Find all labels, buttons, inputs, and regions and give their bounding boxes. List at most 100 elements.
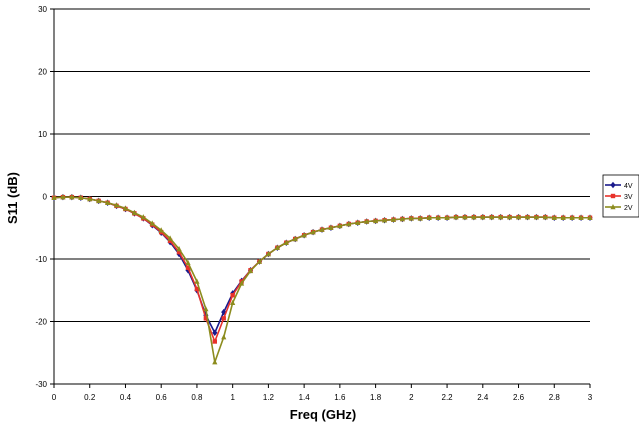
data-point-2V bbox=[524, 214, 531, 220]
data-point-2V bbox=[489, 214, 495, 220]
data-point-2V bbox=[167, 235, 173, 241]
data-point-2V bbox=[301, 232, 307, 238]
data-point-2V bbox=[158, 227, 164, 233]
data-point-2V bbox=[221, 334, 227, 340]
data-point-2V bbox=[507, 214, 513, 220]
data-point-3V bbox=[212, 339, 217, 344]
data-point-3V bbox=[203, 316, 209, 321]
y-tick-label: -20 bbox=[35, 318, 47, 327]
legend-marker-3V bbox=[610, 193, 616, 199]
data-point-2V bbox=[185, 259, 191, 265]
data-point-2V bbox=[515, 214, 522, 220]
x-tick-label: 1.8 bbox=[370, 393, 382, 402]
series-group bbox=[51, 193, 593, 365]
data-point-3V bbox=[230, 293, 235, 298]
y-tick-label: 10 bbox=[38, 130, 47, 139]
data-point-2V bbox=[113, 202, 120, 208]
data-point-2V bbox=[247, 267, 254, 274]
data-point-2V bbox=[560, 214, 566, 220]
data-point-2V bbox=[364, 218, 370, 224]
data-point-2V bbox=[542, 214, 548, 220]
data-point-2V bbox=[453, 214, 459, 220]
x-tick-label: 2.4 bbox=[477, 393, 489, 402]
legend-label-4V: 4V bbox=[624, 183, 633, 190]
x-tick-label: 2 bbox=[409, 393, 414, 402]
data-point-2V bbox=[319, 226, 325, 232]
x-tick-label: 1.6 bbox=[334, 393, 346, 402]
data-point-3V bbox=[167, 238, 173, 244]
data-point-2V bbox=[435, 214, 441, 220]
x-tick-label: 2.6 bbox=[513, 393, 525, 402]
data-point-2V bbox=[310, 229, 316, 235]
data-point-2V bbox=[498, 214, 504, 220]
data-point-4V bbox=[212, 329, 218, 336]
data-point-2V bbox=[60, 194, 66, 200]
x-tick-label: 0.4 bbox=[120, 393, 132, 402]
data-point-2V bbox=[569, 214, 575, 220]
data-point-3V bbox=[221, 316, 226, 321]
data-point-3V bbox=[185, 265, 191, 270]
x-tick-label: 1 bbox=[230, 393, 235, 402]
data-point-2V bbox=[265, 251, 271, 257]
data-point-2V bbox=[122, 205, 129, 211]
data-point-2V bbox=[346, 221, 352, 227]
y-tick-label: -10 bbox=[35, 255, 47, 264]
data-point-2V bbox=[471, 214, 477, 220]
data-point-2V bbox=[78, 194, 84, 200]
data-point-2V bbox=[87, 196, 93, 202]
y-tick-label: 20 bbox=[38, 68, 47, 77]
y-tick-label: 30 bbox=[38, 5, 47, 14]
data-point-2V bbox=[256, 258, 263, 264]
x-tick-label: 1.4 bbox=[299, 393, 311, 402]
data-point-2V bbox=[551, 214, 557, 220]
legend: 4V 3V 2V bbox=[602, 174, 639, 218]
data-point-2V bbox=[444, 214, 450, 220]
axes: -30 -20 -10 0 10 20 30 0 0.2 0.4 0.6 0.8 1 1.2 1.4 1.6 1… bbox=[35, 5, 592, 402]
data-point-2V bbox=[390, 216, 397, 222]
gridlines bbox=[54, 8, 590, 385]
legend-label-3V: 3V bbox=[624, 194, 633, 201]
series-2V bbox=[51, 194, 593, 365]
data-point-2V bbox=[283, 239, 289, 245]
x-tick-label: 2.8 bbox=[549, 393, 561, 402]
legend-marker-2V bbox=[610, 204, 616, 210]
data-point-2V bbox=[96, 197, 102, 204]
data-point-2V bbox=[140, 214, 146, 220]
data-point-2V bbox=[194, 278, 200, 284]
data-point-3V bbox=[176, 249, 182, 255]
data-point-2V bbox=[533, 214, 539, 220]
x-tick-label: 1.2 bbox=[263, 393, 275, 402]
data-point-2V bbox=[203, 306, 209, 312]
data-point-2V bbox=[274, 244, 280, 250]
data-point-2V bbox=[131, 209, 137, 215]
data-point-2V bbox=[337, 222, 343, 229]
y-axis-label: S11 (dB) bbox=[5, 172, 20, 224]
data-point-2V bbox=[587, 214, 593, 220]
legend-marker-4V bbox=[610, 181, 616, 189]
data-point-2V bbox=[381, 217, 388, 223]
data-point-2V bbox=[578, 214, 584, 220]
data-point-2V bbox=[328, 224, 334, 230]
x-tick-label: 3 bbox=[588, 393, 593, 402]
x-tick-label: 0.6 bbox=[156, 393, 168, 402]
x-tick-label: 0.8 bbox=[191, 393, 203, 402]
data-point-2V bbox=[176, 246, 182, 252]
data-point-2V bbox=[399, 216, 405, 222]
data-point-2V bbox=[69, 194, 75, 200]
data-point-2V bbox=[417, 215, 423, 221]
data-point-2V bbox=[239, 280, 245, 286]
x-tick-label: 0 bbox=[52, 393, 57, 402]
data-point-3V bbox=[194, 286, 200, 292]
data-point-2V bbox=[426, 214, 432, 220]
x-tick-label: 2.2 bbox=[442, 393, 454, 402]
y-tick-label: -30 bbox=[35, 380, 47, 389]
data-point-2V bbox=[408, 215, 414, 221]
data-point-2V bbox=[149, 220, 155, 226]
data-point-2V bbox=[51, 194, 57, 200]
data-point-2V bbox=[212, 359, 218, 365]
x-axis-label: Freq (GHz) bbox=[290, 407, 356, 422]
x-tick-label: 0.2 bbox=[84, 393, 96, 402]
